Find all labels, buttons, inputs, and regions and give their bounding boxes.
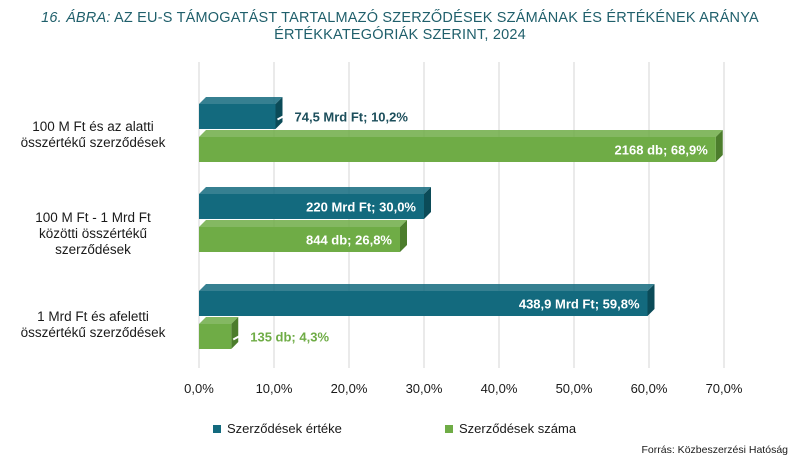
bar-front-face [199, 324, 232, 349]
bar-side-face [715, 130, 723, 162]
bar-side-face [647, 284, 655, 316]
category-label: 1 Mrd Ft és afeletti összértékű szerződés… [0, 309, 186, 341]
category-label-line: 100 M Ft - 1 Mrd Ft [35, 210, 151, 225]
bar-front-face [199, 137, 716, 162]
chart-title: 16. ÁBRA: AZ EU-S TÁMOGATÁST TARTALMAZÓ … [20, 10, 780, 44]
x-tick-label: 50,0% [555, 381, 593, 396]
bar-front-face [199, 194, 424, 219]
data-label: 220 Mrd Ft; 30,0% [306, 200, 416, 215]
bar-side-face [400, 220, 407, 252]
bar-ertek-0 [199, 97, 283, 129]
bar-top-face [199, 187, 431, 194]
category-label-line: közötti összértékű [38, 226, 148, 241]
legend-swatch-szam [445, 424, 453, 433]
category-label-line: összértékű szerződések [20, 325, 166, 340]
bar-ertek-1 [199, 187, 431, 219]
bar-szam-0 [199, 130, 723, 162]
category-label-line: szerződések [55, 242, 131, 257]
data-label: 438,9 Mrd Ft; 59,8% [519, 297, 640, 312]
bar-szam-2 [199, 317, 239, 349]
bar-front-face [199, 227, 400, 252]
x-tick-label: 30,0% [405, 381, 443, 396]
bar-ertek-2 [199, 284, 655, 316]
bar-top-face [199, 220, 407, 227]
legend-item-ertek: Szerződések értéke [213, 421, 342, 436]
category-label: 100 M Ft és az alatti összértékű szerződé… [0, 119, 186, 151]
bar-top-face [199, 97, 283, 104]
category-label-line: összértékű szerződések [20, 135, 166, 150]
x-tick-label: 70,0% [705, 381, 743, 396]
x-tick-label: 20,0% [330, 381, 368, 396]
legend-item-szam: Szerződések száma [445, 421, 576, 436]
legend-label-szam: Szerződések száma [459, 421, 577, 436]
legend-swatch-ertek [213, 424, 221, 433]
legend-label-ertek: Szerződések értéke [227, 421, 342, 436]
x-tick-label: 10,0% [255, 381, 293, 396]
category-label-line: 100 M Ft és az alatti [32, 119, 154, 134]
bar-side-face [424, 187, 431, 219]
data-label: 74,5 Mrd Ft; 10,2% [295, 110, 409, 125]
category-label: 100 M Ft - 1 Mrd Ft közötti összértékű sze… [0, 210, 186, 258]
title-figure-number: 16. ÁBRA: [41, 10, 111, 26]
x-tick-label: 0,0% [184, 381, 214, 396]
bar-top-face [199, 284, 655, 291]
bar-side-face [275, 97, 283, 129]
bar-front-face [199, 291, 648, 316]
bar-front-face [199, 104, 276, 129]
bar-side-face [231, 317, 239, 349]
data-label: 844 db; 26,8% [306, 233, 392, 248]
source-note: Forrás: Közbeszerzési Hatóság [641, 444, 788, 456]
bar-szam-1 [199, 220, 407, 252]
bar-top-face [199, 317, 239, 324]
data-label: 135 db; 4,3% [250, 330, 329, 345]
title-line-2: ÉRTÉKKATEGÓRIÁK SZERINT, 2024 [274, 27, 526, 43]
bar-top-face [199, 130, 723, 137]
x-tick-label: 60,0% [630, 381, 668, 396]
title-line-1: AZ EU-S TÁMOGATÁST TARTALMAZÓ SZERZŐDÉSE… [114, 10, 759, 26]
leader-line [277, 112, 289, 121]
leader-line [232, 332, 245, 341]
category-label-line: 1 Mrd Ft és afeletti [37, 309, 149, 324]
x-tick-label: 40,0% [480, 381, 518, 396]
data-label: 2168 db; 68,9% [615, 143, 709, 158]
